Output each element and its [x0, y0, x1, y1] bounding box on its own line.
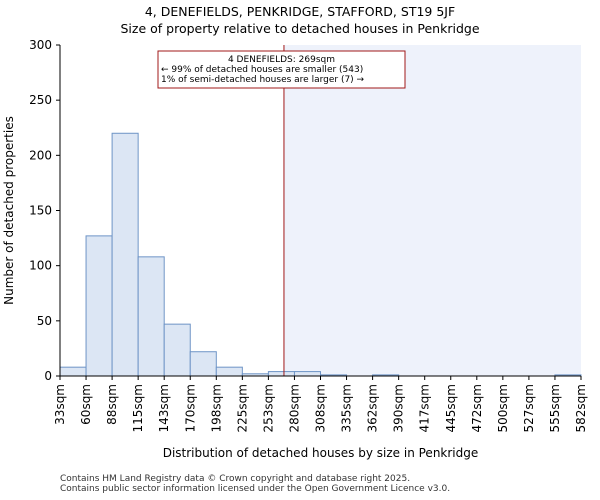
y-tick-label: 100	[29, 259, 52, 273]
x-tick-label: 335sqm	[340, 384, 354, 432]
footer-line-2: Contains public sector information licen…	[60, 484, 451, 494]
x-tick-label: 500sqm	[496, 384, 510, 432]
x-tick-label: 390sqm	[392, 384, 406, 432]
y-tick-label: 150	[29, 204, 52, 218]
bar-33sqm	[59, 366, 87, 377]
x-tick-label: 170sqm	[183, 384, 197, 432]
bar-170sqm	[189, 351, 217, 377]
x-tick-label: 445sqm	[444, 384, 458, 432]
x-tick-label: 280sqm	[287, 384, 301, 432]
x-tick-label: 88sqm	[105, 384, 119, 425]
x-tick-label: 253sqm	[261, 384, 275, 432]
bar-198sqm	[215, 366, 243, 377]
x-tick-label: 60sqm	[79, 384, 93, 425]
bar-253sqm	[267, 371, 295, 377]
chart-subtitle: Size of property relative to detached ho…	[120, 21, 480, 36]
x-axis-label: Distribution of detached houses by size …	[163, 446, 479, 460]
larger-region-shade	[283, 45, 581, 376]
bar-115sqm	[137, 256, 165, 377]
marker-annotation: 4 DENEFIELDS: 269sqm ← 99% of detached h…	[157, 50, 406, 89]
y-axis-label: Number of detached properties	[2, 116, 16, 305]
bar-60sqm	[85, 235, 113, 377]
y-tick-label: 50	[37, 314, 52, 328]
chart-title: 4, DENEFIELDS, PENKRIDGE, STAFFORD, ST19…	[144, 4, 456, 19]
annotation-line-1: 4 DENEFIELDS: 269sqm	[228, 55, 335, 65]
y-tick-label: 0	[44, 369, 52, 383]
bar-143sqm	[163, 323, 191, 377]
annotation-box	[157, 50, 406, 89]
x-tick-label: 472sqm	[470, 384, 484, 432]
x-tick-label: 417sqm	[418, 384, 432, 432]
annotation-line-2: ← 99% of detached houses are smaller (54…	[161, 65, 363, 75]
bar-88sqm	[111, 132, 139, 377]
x-tick-label: 198sqm	[209, 384, 223, 432]
x-tick-label: 527sqm	[522, 384, 536, 432]
x-tick-label: 555sqm	[548, 384, 562, 432]
footer-line-1: Contains HM Land Registry data © Crown c…	[60, 474, 411, 484]
annotation-line-3: 1% of semi-detached houses are larger (7…	[161, 75, 365, 85]
y-tick-label: 300	[29, 38, 52, 52]
y-tick-label: 200	[29, 148, 52, 162]
bar-280sqm	[293, 371, 322, 377]
x-tick-label: 225sqm	[235, 384, 249, 432]
x-tick-label: 308sqm	[314, 384, 328, 432]
x-tick-label: 362sqm	[366, 384, 380, 432]
y-tick-label: 250	[29, 93, 52, 107]
x-tick-label: 582sqm	[574, 384, 588, 432]
x-tick-label: 33sqm	[53, 384, 67, 425]
x-tick-label: 143sqm	[157, 384, 171, 432]
x-tick-label: 115sqm	[131, 384, 145, 432]
